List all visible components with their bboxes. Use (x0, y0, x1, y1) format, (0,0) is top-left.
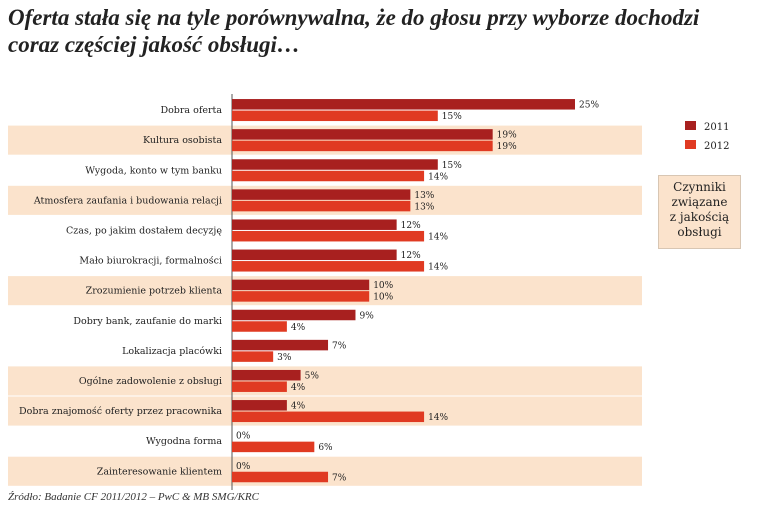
category-label: Mało biurokracji, formalności (79, 256, 222, 267)
value-label-2012: 13% (414, 202, 434, 212)
value-label-2012: 3% (277, 353, 292, 363)
highlight-band (8, 366, 642, 396)
bar-2012 (232, 381, 287, 392)
legend-swatch-2011 (685, 121, 696, 130)
value-label-2012: 19% (497, 142, 517, 152)
value-label-2011: 12% (401, 221, 421, 231)
category-label: Dobry bank, zaufanie do marki (73, 316, 222, 327)
bar-2011 (232, 159, 438, 170)
bar-2011 (232, 189, 411, 200)
value-label-2011: 0% (236, 462, 251, 472)
category-label: Wygodna forma (146, 436, 222, 447)
bar-2012 (232, 321, 287, 332)
category-label: Dobra znajomość oferty przez pracownika (19, 406, 222, 417)
value-label-2012: 15% (442, 112, 462, 122)
value-label-2012: 14% (428, 172, 448, 182)
bar-2011 (232, 400, 287, 411)
bar-2012 (232, 291, 370, 302)
value-label-2012: 6% (318, 443, 333, 453)
callout-line: Czynniki (673, 180, 726, 194)
bar-2012 (232, 261, 425, 272)
category-label: Zainteresowanie klientem (97, 466, 222, 477)
callout-line: związane (671, 195, 728, 209)
value-label-2012: 7% (332, 473, 347, 483)
value-label-2012: 14% (428, 413, 448, 423)
category-label: Kultura osobista (143, 135, 222, 146)
category-labels: Dobra oferta Kultura osobista Wygoda, kont… (19, 105, 222, 477)
value-label-2011: 15% (442, 161, 462, 171)
callout-line: obsługi (677, 225, 722, 239)
callout-line: z jakością (669, 210, 730, 224)
value-label-2011: 25% (579, 101, 599, 111)
chart-title: Oferta stała się na tyle porównywalna, ż… (8, 5, 700, 57)
legend-swatch-2012 (685, 140, 696, 149)
bar-2011 (232, 129, 493, 140)
category-label: Atmosfera zaufania i budowania relacji (33, 195, 222, 206)
bar-2011 (232, 369, 301, 381)
bar-2011 (232, 99, 575, 110)
value-label-2011: 12% (401, 251, 421, 261)
bar-2012 (232, 170, 425, 182)
value-label-2012: 4% (291, 383, 306, 393)
quality-factors-callout: Czynniki związane z jakością obsługi (658, 175, 741, 249)
value-label-2012: 4% (291, 323, 306, 333)
category-label: Ogólne zadowolenie z obsługi (79, 376, 222, 387)
bar-2012 (232, 351, 274, 362)
category-label: Lokalizacja placówki (122, 346, 222, 357)
bar-2012 (232, 110, 438, 122)
category-label: Dobra oferta (160, 105, 222, 116)
legend-label-2012: 2012 (704, 141, 729, 152)
category-label: Zrozumienie potrzeb klienta (86, 286, 223, 297)
value-label-2011: 5% (305, 371, 320, 381)
bar-2011 (232, 309, 356, 321)
bar-2012 (232, 200, 411, 212)
value-label-2012: 14% (428, 263, 448, 273)
bar-2012 (232, 230, 425, 242)
value-label-2011: 4% (291, 402, 306, 412)
category-label: Wygoda, konto w tym banku (85, 165, 222, 176)
bar-2011 (232, 279, 370, 291)
value-label-2012: 10% (373, 293, 393, 303)
value-label-2011: 13% (414, 191, 434, 201)
bar-2011 (232, 339, 329, 351)
bar-2012 (232, 411, 425, 423)
bar-2011 (232, 249, 397, 261)
bars (232, 99, 575, 483)
value-labels: 25%15%19%19%15%14%13%13%12%14%12%14%10%1… (236, 101, 599, 484)
value-label-2011: 10% (373, 281, 393, 291)
source-note: Źródło: Badanie CF 2011/2012 – PwC & MB … (8, 491, 259, 503)
legend-label-2011: 2011 (704, 122, 729, 133)
bar-2012 (232, 441, 315, 453)
value-label-2011: 9% (359, 311, 374, 321)
bar-2012 (232, 471, 329, 483)
bar-2011 (232, 219, 397, 230)
bar-2012 (232, 140, 493, 152)
value-label-2011: 7% (332, 341, 347, 351)
legend: 2011 2012 (685, 121, 729, 152)
value-label-2011: 19% (497, 131, 517, 141)
value-label-2011: 0% (236, 432, 251, 442)
category-label: Czas, po jakim dostałem decyzję (66, 225, 222, 236)
value-label-2012: 14% (428, 232, 448, 242)
